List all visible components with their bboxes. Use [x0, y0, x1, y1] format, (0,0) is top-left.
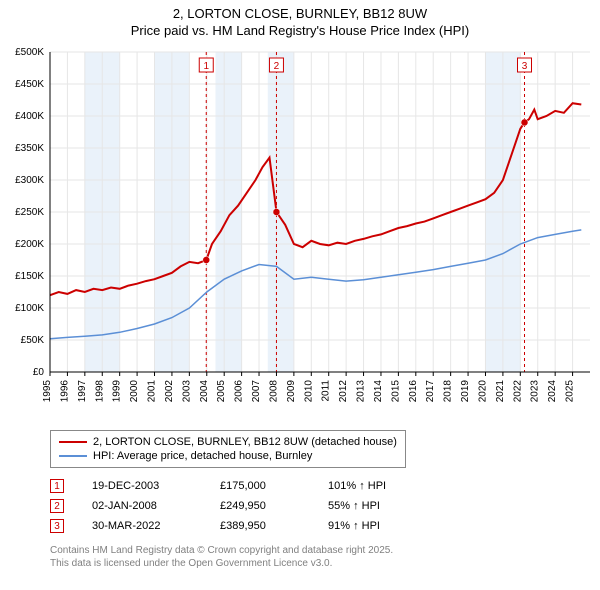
- legend-swatch: [59, 441, 87, 443]
- svg-text:3: 3: [522, 61, 528, 72]
- svg-text:2015: 2015: [390, 380, 401, 403]
- sale-price: £175,000: [220, 480, 300, 492]
- svg-text:1999: 1999: [112, 380, 123, 403]
- svg-text:1: 1: [203, 61, 209, 72]
- sale-hpi: 55% ↑ HPI: [328, 500, 428, 512]
- svg-text:2022: 2022: [512, 380, 523, 403]
- svg-text:1995: 1995: [42, 380, 53, 403]
- svg-text:2019: 2019: [460, 380, 471, 403]
- sale-date: 19-DEC-2003: [92, 480, 192, 492]
- svg-text:£500K: £500K: [15, 47, 44, 58]
- svg-text:£50K: £50K: [21, 335, 45, 346]
- chart-plot-area: £0 £50K £100K £150K £200K £250K £300K £350K £400…: [0, 42, 600, 422]
- svg-text:2018: 2018: [443, 380, 454, 403]
- svg-text:2005: 2005: [216, 380, 227, 403]
- svg-text:2010: 2010: [303, 380, 314, 403]
- svg-text:2017: 2017: [425, 380, 436, 403]
- sale-row: 2 02-JAN-2008 £249,950 55% ↑ HPI: [50, 496, 600, 516]
- svg-text:2012: 2012: [338, 380, 349, 403]
- svg-text:1997: 1997: [77, 380, 88, 403]
- svg-text:2006: 2006: [234, 380, 245, 403]
- svg-text:2003: 2003: [181, 380, 192, 403]
- svg-text:2014: 2014: [373, 380, 384, 403]
- sale-marker: 3: [50, 519, 64, 533]
- svg-text:2009: 2009: [286, 380, 297, 403]
- svg-text:2004: 2004: [199, 380, 210, 403]
- footer-line: This data is licensed under the Open Gov…: [50, 557, 600, 570]
- svg-text:2024: 2024: [547, 380, 558, 403]
- svg-text:£0: £0: [33, 367, 45, 378]
- svg-text:2: 2: [274, 61, 280, 72]
- svg-text:2007: 2007: [251, 380, 262, 403]
- svg-text:£400K: £400K: [15, 111, 44, 122]
- chart-svg: £0 £50K £100K £150K £200K £250K £300K £350K £400…: [0, 42, 600, 422]
- legend-label: 2, LORTON CLOSE, BURNLEY, BB12 8UW (deta…: [93, 436, 397, 448]
- svg-text:2011: 2011: [321, 380, 332, 402]
- legend-item: 2, LORTON CLOSE, BURNLEY, BB12 8UW (deta…: [59, 435, 397, 449]
- svg-text:2025: 2025: [565, 380, 576, 403]
- svg-text:2021: 2021: [495, 380, 506, 403]
- svg-text:£450K: £450K: [15, 79, 44, 90]
- footer-attribution: Contains HM Land Registry data © Crown c…: [50, 544, 600, 570]
- svg-text:1998: 1998: [94, 380, 105, 403]
- legend-swatch: [59, 455, 87, 457]
- legend: 2, LORTON CLOSE, BURNLEY, BB12 8UW (deta…: [50, 430, 406, 468]
- sale-price: £249,950: [220, 500, 300, 512]
- svg-text:2001: 2001: [147, 380, 158, 403]
- sale-hpi: 101% ↑ HPI: [328, 480, 428, 492]
- title-subtitle: Price paid vs. HM Land Registry's House …: [0, 23, 600, 38]
- sales-table: 1 19-DEC-2003 £175,000 101% ↑ HPI 2 02-J…: [50, 476, 600, 536]
- chart-container: 2, LORTON CLOSE, BURNLEY, BB12 8UW Price…: [0, 0, 600, 570]
- title-address: 2, LORTON CLOSE, BURNLEY, BB12 8UW: [0, 6, 600, 21]
- svg-text:£100K: £100K: [15, 303, 44, 314]
- sale-hpi: 91% ↑ HPI: [328, 520, 428, 532]
- sale-date: 30-MAR-2022: [92, 520, 192, 532]
- legend-label: HPI: Average price, detached house, Burn…: [93, 450, 312, 462]
- svg-text:2016: 2016: [408, 380, 419, 403]
- svg-text:£200K: £200K: [15, 239, 44, 250]
- svg-text:£350K: £350K: [15, 143, 44, 154]
- svg-text:£150K: £150K: [15, 271, 44, 282]
- svg-text:£300K: £300K: [15, 175, 44, 186]
- sale-marker: 1: [50, 479, 64, 493]
- sale-row: 1 19-DEC-2003 £175,000 101% ↑ HPI: [50, 476, 600, 496]
- svg-text:2002: 2002: [164, 380, 175, 403]
- chart-header: 2, LORTON CLOSE, BURNLEY, BB12 8UW Price…: [0, 0, 600, 42]
- legend-item: HPI: Average price, detached house, Burn…: [59, 449, 397, 463]
- svg-text:2008: 2008: [268, 380, 279, 403]
- footer-line: Contains HM Land Registry data © Crown c…: [50, 544, 600, 557]
- svg-text:1996: 1996: [59, 380, 70, 403]
- sale-marker: 2: [50, 499, 64, 513]
- sale-price: £389,950: [220, 520, 300, 532]
- svg-text:2013: 2013: [356, 380, 367, 403]
- svg-text:£250K: £250K: [15, 207, 44, 218]
- svg-text:2000: 2000: [129, 380, 140, 403]
- svg-text:2020: 2020: [477, 380, 488, 403]
- sale-date: 02-JAN-2008: [92, 500, 192, 512]
- sale-row: 3 30-MAR-2022 £389,950 91% ↑ HPI: [50, 516, 600, 536]
- svg-text:2023: 2023: [530, 380, 541, 403]
